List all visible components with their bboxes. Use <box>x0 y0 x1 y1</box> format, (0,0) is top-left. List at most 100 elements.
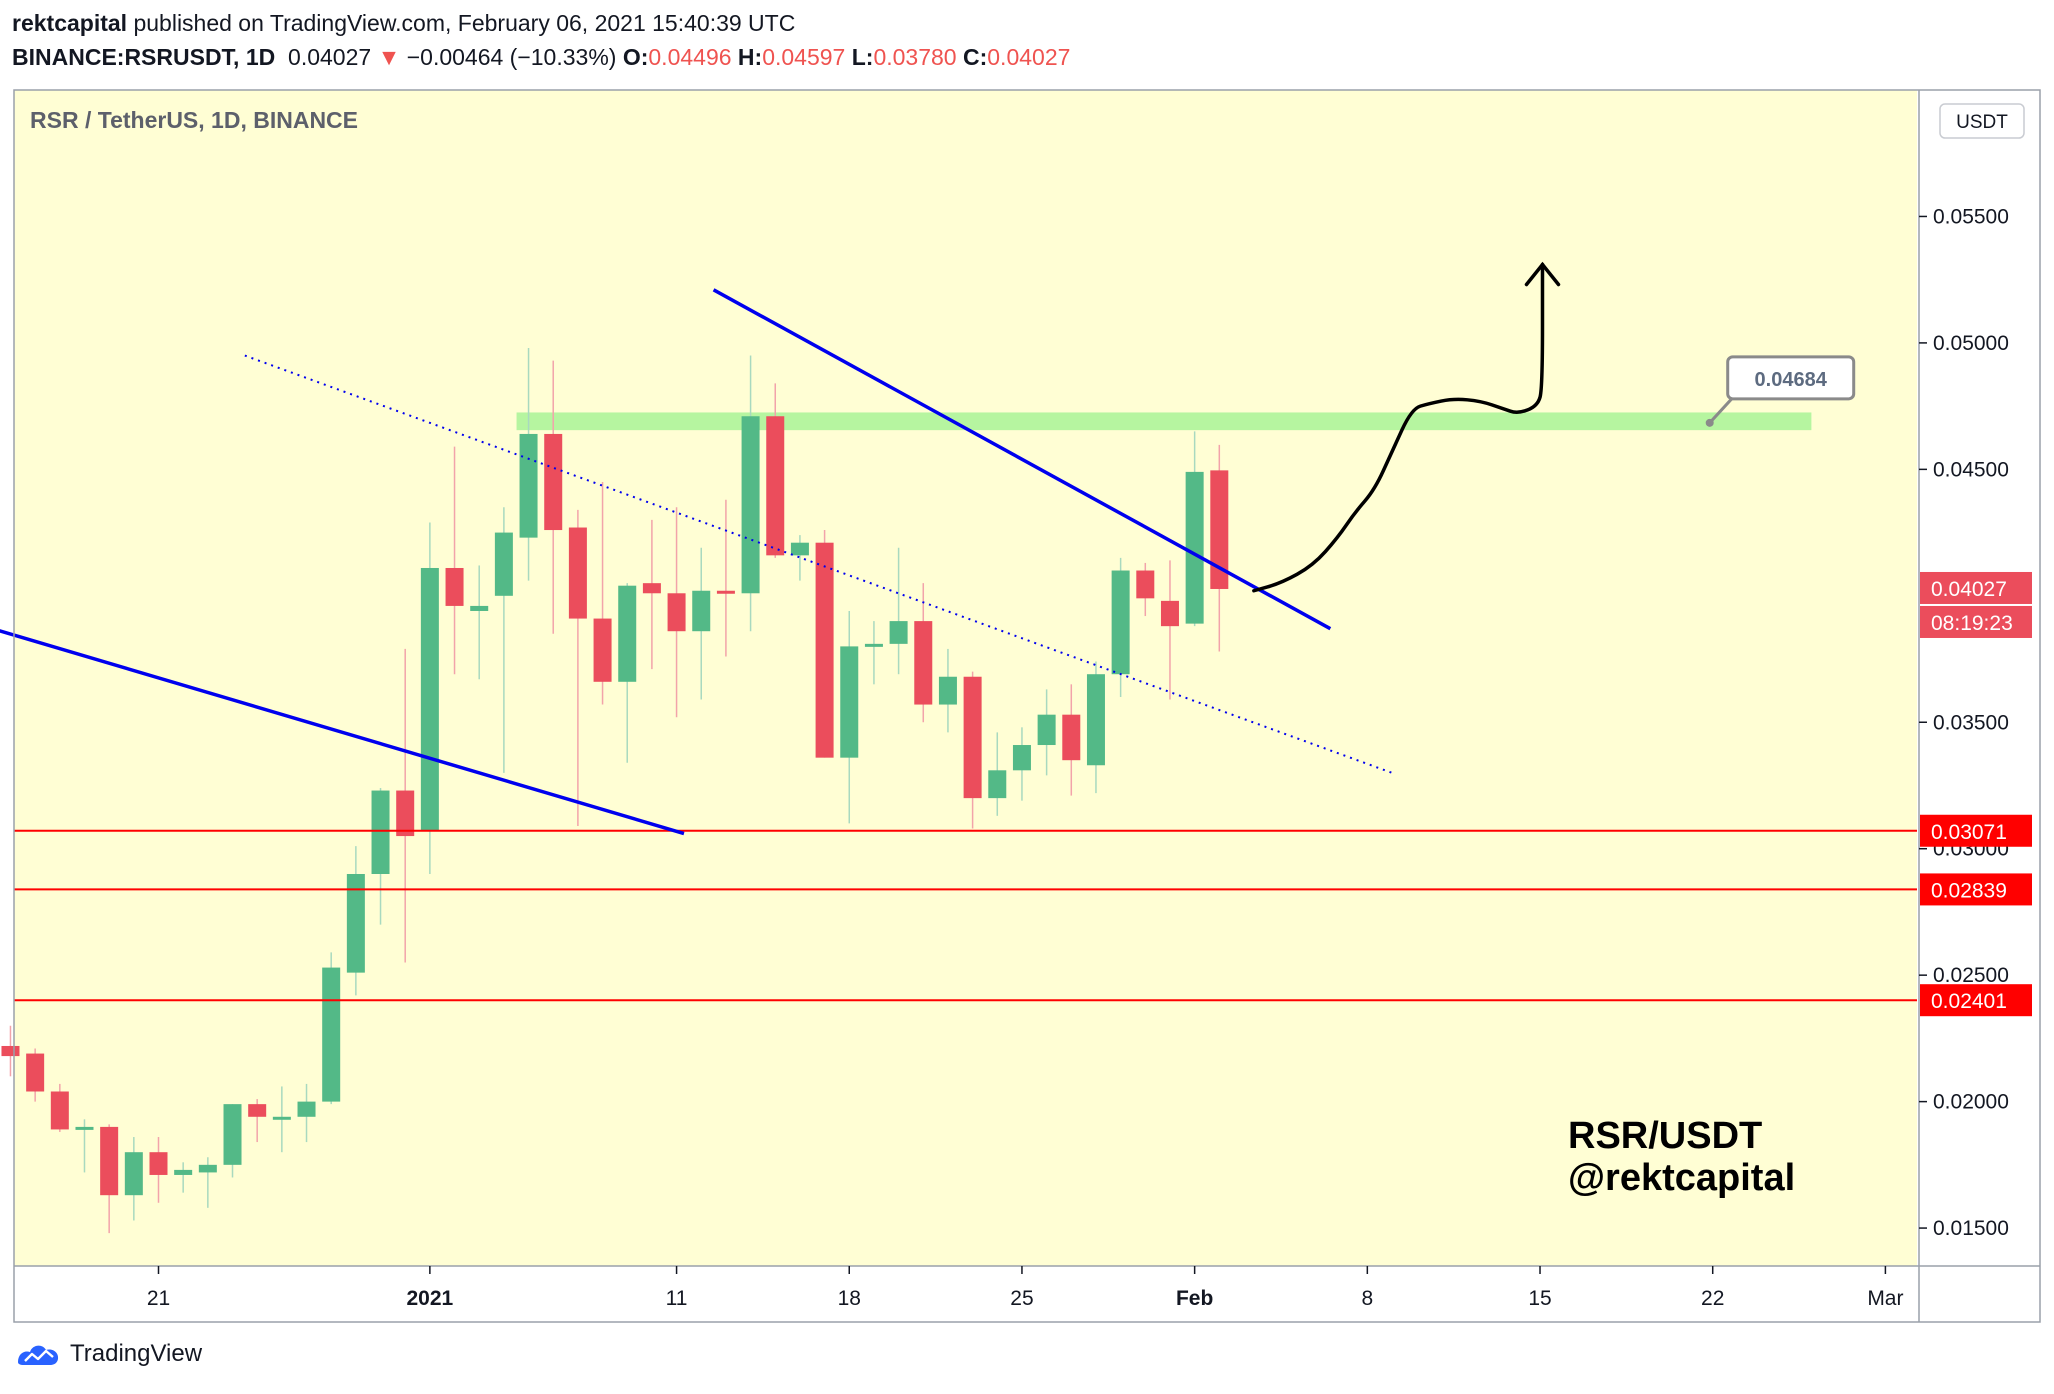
candle-down <box>642 583 661 594</box>
watermark-author: @rektcapital <box>1568 1157 1795 1199</box>
candle-down <box>716 590 735 594</box>
time-tick-label: 21 <box>147 1287 170 1310</box>
callout-box <box>1726 355 1856 401</box>
callout-pointer <box>1708 397 1733 424</box>
price-axis-background <box>1919 90 2040 1266</box>
candle-down <box>963 676 982 799</box>
tradingview-brand: TradingView <box>70 1340 203 1367</box>
open-label: O: <box>622 44 649 70</box>
last-price: 0.04027 <box>288 44 372 70</box>
candle-down <box>914 621 933 705</box>
candle-up <box>1086 674 1105 766</box>
time-tick-label: Mar <box>1867 1287 1903 1310</box>
time-axis-background <box>14 1266 2040 1322</box>
candle-up <box>322 967 341 1102</box>
candle-down <box>445 567 464 606</box>
candle-down <box>568 527 587 619</box>
candle-down <box>100 1126 119 1196</box>
close-value: 0.04027 <box>987 44 1071 70</box>
candle-up <box>889 621 908 644</box>
candle-up <box>346 874 365 973</box>
upper-trendline <box>712 288 1332 631</box>
level-price-label-box <box>1920 814 2032 847</box>
candle-up <box>75 1126 94 1130</box>
publish-line: rektcapital published on TradingView.com… <box>12 10 795 37</box>
high-value: 0.04597 <box>762 44 846 70</box>
candles <box>1 347 1229 1234</box>
price-tick-label: 0.05000 <box>1933 332 2009 355</box>
candle-down <box>149 1152 168 1175</box>
price-tick-label: 0.01500 <box>1933 1217 2009 1240</box>
publish-info: published on TradingView.com, February 0… <box>133 10 796 36</box>
currency-label: USDT <box>1956 112 2008 133</box>
candle-down <box>593 618 612 682</box>
dotted-midline <box>244 354 1393 774</box>
last-price-label: 0.04027 <box>1931 578 2007 601</box>
ohlc-line: BINANCE:RSRUSDT, 1D 0.04027 ▼ −0.00464 (… <box>12 44 1070 71</box>
candle-up <box>272 1116 291 1120</box>
candle-up <box>692 590 711 632</box>
candle-down <box>1160 600 1179 627</box>
symbol-label: BINANCE:RSRUSDT, 1D <box>12 44 276 70</box>
down-arrow-icon: ▼ <box>377 44 401 70</box>
lower-trendline <box>0 629 685 836</box>
candle-up <box>1012 745 1031 771</box>
countdown-label: 08:19:23 <box>1931 612 2013 635</box>
candle-down <box>667 593 686 632</box>
low-value: 0.03780 <box>873 44 957 70</box>
callout-price-label: 0.04684 <box>1755 369 1828 391</box>
candle-up <box>618 585 637 682</box>
level-price-label-box <box>1920 873 2032 906</box>
tradingview-logo-icon <box>18 1345 59 1365</box>
currency-badge <box>1939 103 2025 139</box>
candle-up <box>420 567 439 832</box>
price-tick-label: 0.02500 <box>1933 964 2009 987</box>
candle-down <box>1062 714 1081 761</box>
close-label: C: <box>962 44 988 70</box>
price-tick-label: 0.03500 <box>1933 711 2009 734</box>
publisher-name[interactable]: rektcapital <box>12 10 128 36</box>
candle-down <box>1 1045 20 1057</box>
low-label: L: <box>851 44 874 70</box>
candle-up <box>371 790 390 874</box>
time-tick-label: 18 <box>838 1287 861 1310</box>
candle-up <box>864 643 883 647</box>
candle-up <box>223 1104 242 1165</box>
time-tick-label: Feb <box>1176 1287 1213 1310</box>
level-price-label: 0.02839 <box>1931 879 2007 902</box>
candle-down <box>26 1053 45 1092</box>
price-tick-label: 0.05500 <box>1933 205 2009 228</box>
candle-up <box>297 1101 316 1117</box>
price-tick-label: 0.04500 <box>1933 458 2009 481</box>
candle-up <box>840 646 859 758</box>
candle-up <box>198 1164 217 1173</box>
projection-path <box>1252 262 1545 593</box>
candle-up <box>790 542 809 556</box>
candle-down <box>1210 470 1229 589</box>
candle-up <box>124 1152 143 1196</box>
candle-up <box>494 532 513 596</box>
candle-down <box>544 433 563 531</box>
price-tick-label: 0.02000 <box>1933 1091 2009 1114</box>
tradingview-footer[interactable]: TradingView <box>16 1340 202 1368</box>
candle-up <box>470 605 489 611</box>
level-price-label-box <box>1920 984 2032 1017</box>
candle-down <box>815 542 834 758</box>
candle-up <box>741 416 760 594</box>
candle-up <box>1111 570 1130 675</box>
time-tick-label: 11 <box>666 1287 688 1310</box>
price-change: −0.00464 (−10.33%) <box>406 44 617 70</box>
time-tick-label: 15 <box>1528 1287 1551 1310</box>
candle-up <box>938 676 957 705</box>
candle-up <box>988 770 1007 799</box>
candle-up <box>1037 714 1056 746</box>
time-tick-label: 8 <box>1361 1287 1373 1310</box>
time-tick-label: 22 <box>1701 1287 1724 1310</box>
candle-down <box>396 790 415 837</box>
time-tick-label: 25 <box>1010 1287 1033 1310</box>
time-tick-label: 2021 <box>407 1287 454 1310</box>
candle-up <box>519 433 538 538</box>
candle-down <box>50 1091 69 1130</box>
candle-down <box>1136 570 1155 599</box>
